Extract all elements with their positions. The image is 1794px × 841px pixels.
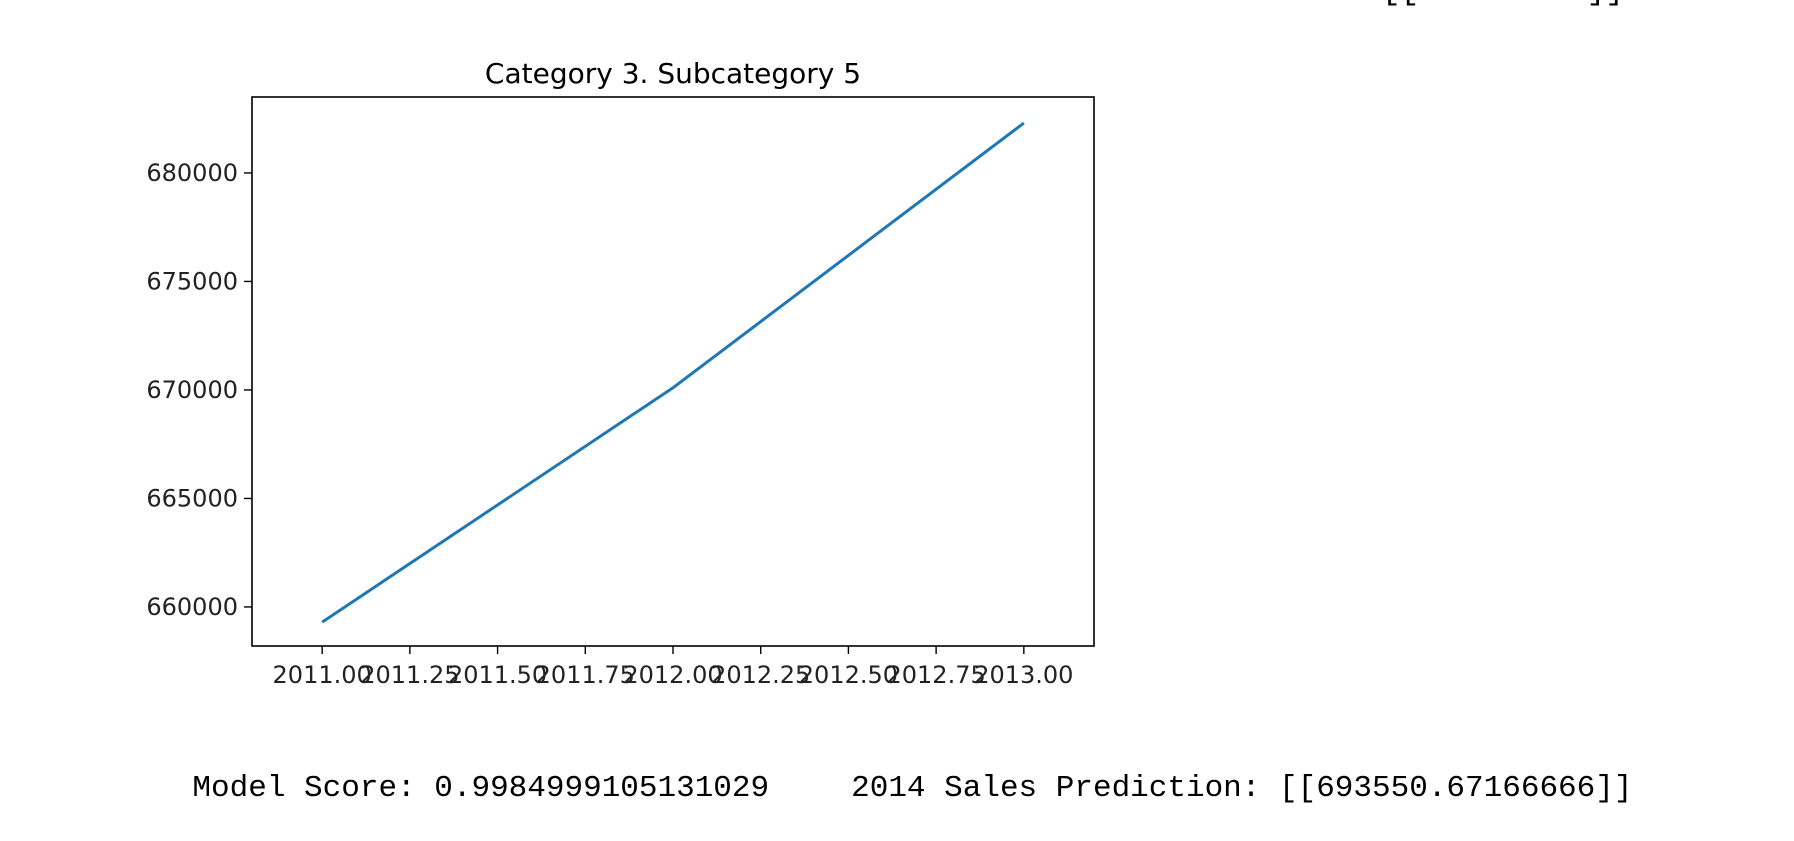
- x-tick-label: 2011.25: [360, 661, 459, 689]
- y-tick-label: 665000: [146, 484, 238, 512]
- x-tick-label: 2012.25: [711, 661, 810, 689]
- previous-output-fragment: [[ ]]: [1382, 0, 1624, 9]
- x-tick-label: 2011.00: [273, 661, 372, 689]
- y-axis: 660000 665000 670000 675000 680000: [146, 159, 252, 621]
- prediction-label: 2014 Sales Prediction:: [851, 771, 1279, 806]
- x-tick-label: 2013.00: [974, 661, 1073, 689]
- chart-title: Category 3. Subcategory 5: [485, 57, 861, 90]
- line-chart: Category 3. Subcategory 5 660000 665000 67…: [146, 57, 1095, 689]
- y-tick-label: 675000: [146, 267, 238, 295]
- x-tick-label: 2012.00: [623, 661, 722, 689]
- plot-area: [321, 121, 1025, 624]
- series-line-0: [321, 121, 1025, 624]
- x-tick-label: 2011.50: [448, 661, 547, 689]
- x-tick-label: 2012.75: [887, 661, 986, 689]
- x-tick-label: 2012.50: [799, 661, 898, 689]
- score-value: 0.9984999105131029: [434, 771, 770, 806]
- y-tick-label: 670000: [146, 376, 238, 404]
- x-axis: 2011.002011.252011.502011.752012.002012.…: [273, 646, 1073, 689]
- cell-output-area: [[ ]] Category 3. Subcategory 5 66000066…: [146, 0, 1632, 806]
- score-label: Model Score:: [192, 771, 435, 806]
- prediction-value: [[693550.67166666]]: [1279, 771, 1633, 806]
- plot-frame: [251, 96, 1095, 647]
- model-output-line: Model Score: 0.9984999105131029 2014 Sale…: [118, 736, 1632, 841]
- y-tick-label: 680000: [146, 159, 238, 187]
- x-tick-label: 2011.75: [536, 661, 635, 689]
- y-tick-label: 660000: [146, 593, 238, 621]
